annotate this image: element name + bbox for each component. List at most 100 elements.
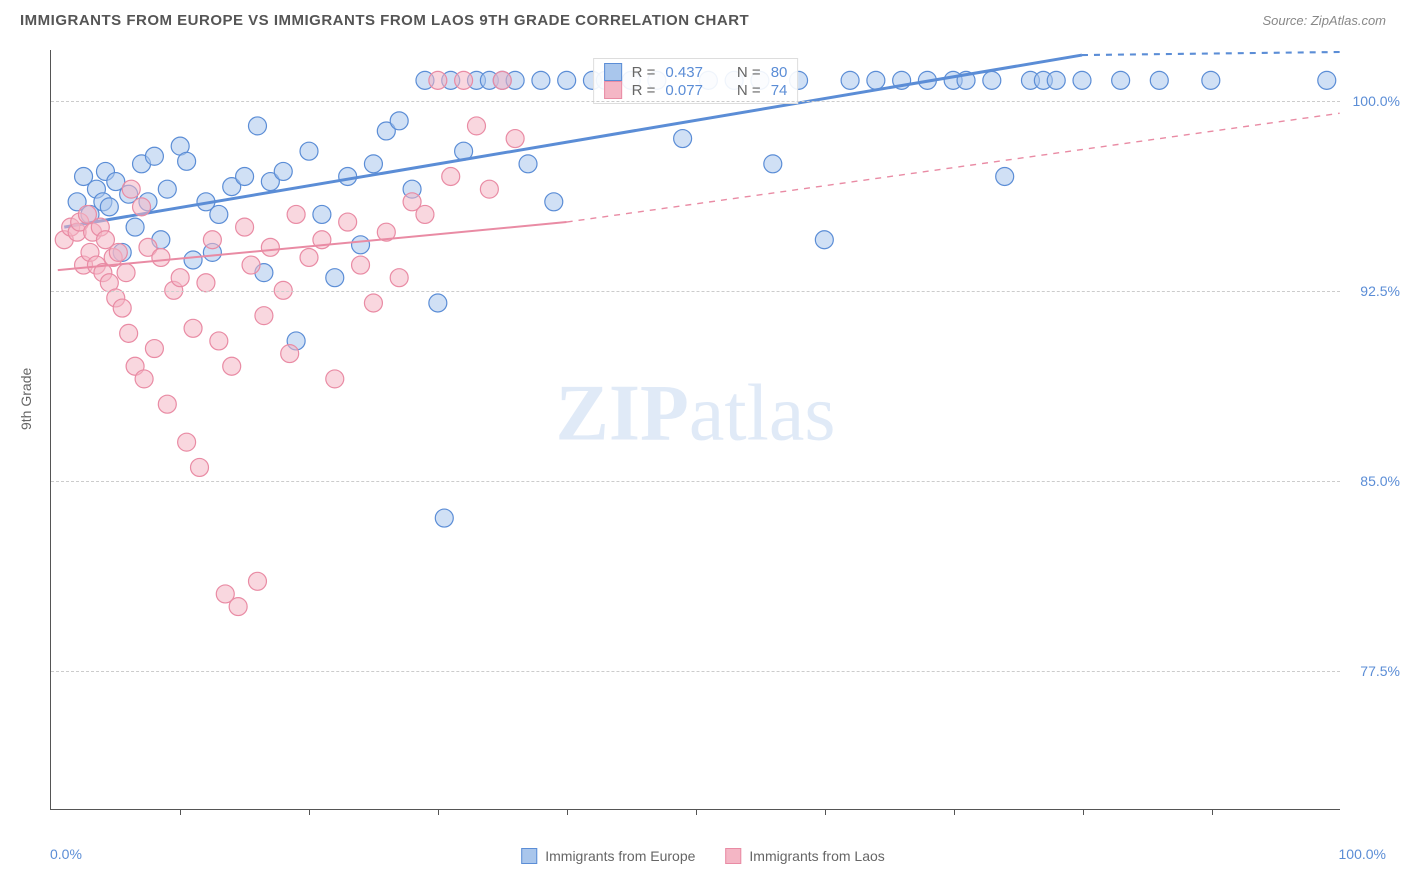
x-tick — [825, 809, 826, 815]
scatter-point — [281, 345, 299, 363]
x-tick — [1083, 809, 1084, 815]
scatter-point — [117, 264, 135, 282]
r-label: R = — [632, 82, 656, 99]
scatter-point — [300, 142, 318, 160]
scatter-point — [429, 294, 447, 312]
scatter-point — [223, 357, 241, 375]
scatter-point — [867, 71, 885, 89]
scatter-point — [255, 307, 273, 325]
scatter-point — [1047, 71, 1065, 89]
scatter-point — [442, 168, 460, 186]
scatter-point — [133, 198, 151, 216]
scatter-point — [364, 155, 382, 173]
scatter-point — [313, 205, 331, 223]
scatter-point — [300, 248, 318, 266]
scatter-point — [674, 130, 692, 148]
x-tick — [309, 809, 310, 815]
scatter-point — [390, 112, 408, 130]
scatter-point — [352, 236, 370, 254]
series-legend: Immigrants from Europe Immigrants from La… — [521, 848, 885, 864]
n-label: N = — [737, 64, 761, 81]
legend-swatch — [604, 63, 622, 81]
x-tick — [438, 809, 439, 815]
scatter-point — [236, 218, 254, 236]
scatter-point — [203, 231, 221, 249]
scatter-point — [339, 168, 357, 186]
scatter-point — [455, 71, 473, 89]
n-value: 74 — [771, 82, 788, 99]
scatter-point — [416, 205, 434, 223]
scatter-point — [248, 117, 266, 135]
x-tick — [954, 809, 955, 815]
scatter-point — [493, 71, 511, 89]
scatter-point — [109, 243, 127, 261]
chart-title: IMMIGRANTS FROM EUROPE VS IMMIGRANTS FRO… — [20, 12, 749, 29]
scatter-point — [210, 332, 228, 350]
y-tick-label: 92.5% — [1360, 283, 1400, 299]
scatter-point — [532, 71, 550, 89]
correlation-legend-row: R = 0.437 N = 80 — [604, 63, 788, 81]
legend-item: Immigrants from Laos — [725, 848, 884, 864]
grid-line — [51, 101, 1340, 102]
scatter-point — [229, 598, 247, 616]
scatter-point — [287, 205, 305, 223]
correlation-legend: R = 0.437 N = 80R = 0.077N = 74 — [593, 58, 799, 104]
chart-container: IMMIGRANTS FROM EUROPE VS IMMIGRANTS FRO… — [0, 0, 1406, 892]
r-label: R = — [632, 64, 656, 81]
legend-label: Immigrants from Laos — [749, 848, 884, 864]
scatter-point — [248, 572, 266, 590]
scatter-point — [274, 162, 292, 180]
scatter-point — [364, 294, 382, 312]
scatter-point — [545, 193, 563, 211]
trend-line-dashed — [1082, 52, 1340, 55]
scatter-point — [113, 299, 131, 317]
x-min-label: 0.0% — [50, 846, 82, 862]
scatter-point — [558, 71, 576, 89]
n-value: 80 — [771, 64, 788, 81]
chart-source: Source: ZipAtlas.com — [1262, 13, 1386, 28]
plot-area: ZIPatlas R = 0.437N = 80R = 0.077N = 74 … — [50, 50, 1340, 810]
x-tick — [567, 809, 568, 815]
scatter-point — [1112, 71, 1130, 89]
scatter-point — [197, 274, 215, 292]
r-value: 0.437 — [665, 64, 703, 81]
scatter-point — [236, 168, 254, 186]
scatter-svg — [51, 50, 1340, 809]
legend-item: Immigrants from Europe — [521, 848, 695, 864]
scatter-point — [1150, 71, 1168, 89]
x-max-label: 100.0% — [1339, 846, 1386, 862]
scatter-point — [1318, 71, 1336, 89]
y-axis-label: 9th Grade — [18, 368, 34, 430]
scatter-point — [506, 130, 524, 148]
scatter-point — [1073, 71, 1091, 89]
scatter-point — [210, 205, 228, 223]
y-tick-label: 100.0% — [1353, 93, 1400, 109]
scatter-point — [996, 168, 1014, 186]
scatter-point — [184, 319, 202, 337]
correlation-legend-row: R = 0.077N = 74 — [604, 81, 788, 99]
r-value: 0.077 — [665, 82, 703, 99]
scatter-point — [841, 71, 859, 89]
legend-swatch — [725, 848, 741, 864]
scatter-point — [480, 180, 498, 198]
scatter-point — [326, 370, 344, 388]
scatter-point — [983, 71, 1001, 89]
y-tick-label: 77.5% — [1360, 663, 1400, 679]
legend-swatch — [521, 848, 537, 864]
x-tick — [696, 809, 697, 815]
scatter-point — [468, 117, 486, 135]
scatter-point — [242, 256, 260, 274]
scatter-point — [145, 147, 163, 165]
legend-label: Immigrants from Europe — [545, 848, 695, 864]
grid-line — [51, 671, 1340, 672]
scatter-point — [120, 324, 138, 342]
scatter-point — [178, 433, 196, 451]
scatter-point — [519, 155, 537, 173]
scatter-point — [152, 248, 170, 266]
grid-line — [51, 481, 1340, 482]
x-tick — [180, 809, 181, 815]
title-row: IMMIGRANTS FROM EUROPE VS IMMIGRANTS FRO… — [0, 0, 1406, 37]
scatter-point — [352, 256, 370, 274]
scatter-point — [191, 458, 209, 476]
scatter-point — [390, 269, 408, 287]
